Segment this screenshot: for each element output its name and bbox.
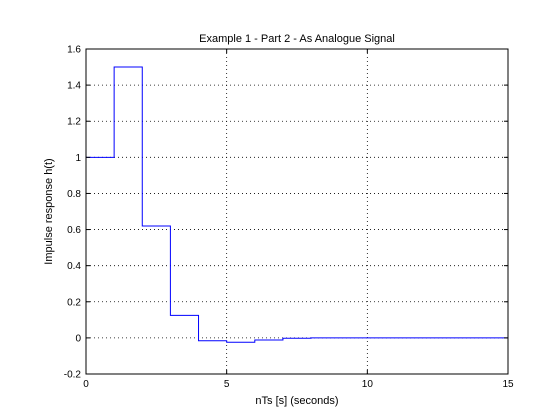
x-tick-label: 15	[502, 379, 514, 390]
y-tick-label: -0.2	[64, 370, 82, 381]
y-tick-label: 1	[75, 153, 81, 164]
x-tick-label: 5	[224, 379, 230, 390]
series-group	[86, 66, 508, 343]
y-tick-label: 0	[75, 333, 81, 344]
impulse-response-step-line	[86, 66, 508, 343]
x-tick-label: 10	[362, 379, 374, 390]
ticks-group: 0 5 10 15-0.200.20.40.60.811.21.41.6	[64, 45, 514, 391]
y-tick-label: 0.2	[67, 297, 81, 308]
plot-area	[86, 49, 508, 374]
y-tick-label: 0.8	[67, 189, 81, 200]
y-tick-label: 1.4	[67, 81, 81, 92]
y-tick-label: 0.4	[67, 261, 81, 272]
x-axis-label: nTs [s] (seconds)	[255, 395, 338, 407]
y-axis-label: Impulse response h(t)	[43, 158, 55, 264]
chart-title: Example 1 - Part 2 - As Analogue Signal	[199, 33, 395, 45]
y-tick-label: 1.2	[67, 117, 81, 128]
axes-frame	[85, 48, 509, 375]
y-tick-label: 1.6	[67, 45, 81, 56]
x-tick-label: 0	[83, 379, 89, 390]
y-tick-label: 0.6	[67, 225, 81, 236]
